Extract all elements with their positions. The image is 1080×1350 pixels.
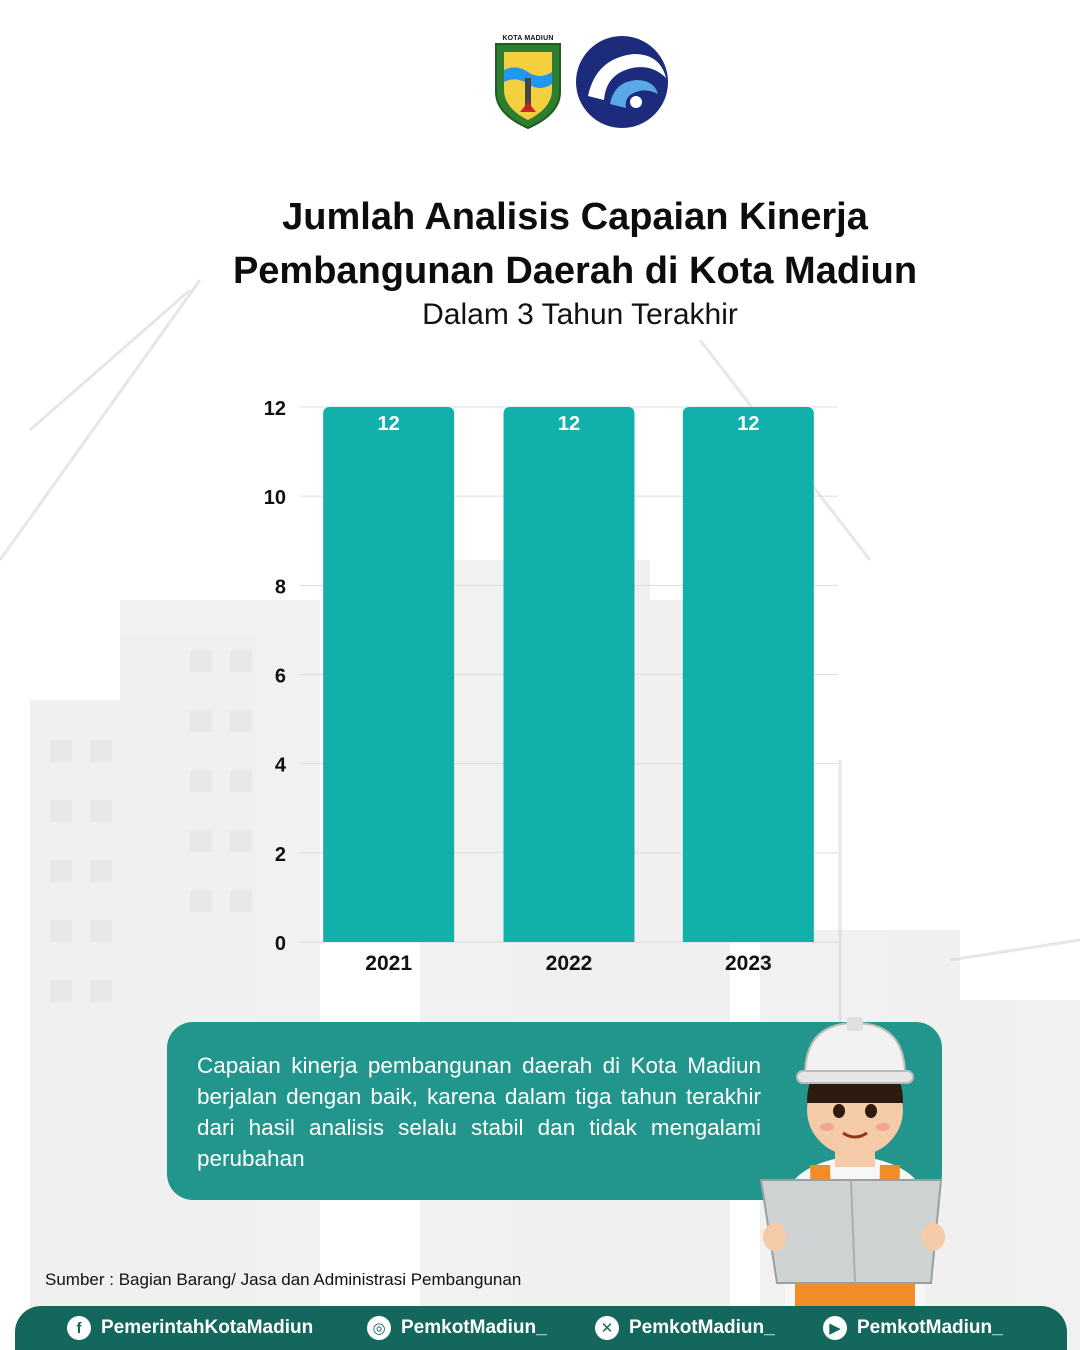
kota-madiun-emblem-text: KOTA MADIUN — [502, 35, 554, 42]
y-tick-label: 12 — [264, 398, 286, 420]
social-facebook[interactable]: f PemerintahKotaMadiun — [67, 1306, 313, 1350]
kota-madiun-emblem-icon — [495, 43, 561, 130]
instagram-icon: ◎ — [367, 1316, 391, 1340]
info-text: Capaian kinerja pembangunan daerah di Ko… — [197, 1053, 761, 1171]
y-tick-label: 10 — [264, 487, 286, 509]
bar-data-label: 12 — [378, 413, 400, 435]
y-tick-label: 0 — [275, 933, 286, 955]
bar — [682, 407, 814, 942]
kominfo-wave-logo-icon — [576, 36, 668, 128]
social-facebook-label[interactable]: PemerintahKotaMadiun — [101, 1317, 314, 1338]
social-x[interactable]: ✕ PemkotMadiun_ — [595, 1306, 775, 1350]
footer-social-bar: f PemerintahKotaMadiun ◎ PemkotMadiun_ ✕… — [15, 1306, 1067, 1350]
title-line-2: Pembangunan Daerah di Kota Madiun — [232, 250, 918, 292]
bar-data-label: 12 — [737, 413, 759, 435]
x-tick-label: 2023 — [725, 952, 772, 975]
bar-data-label: 12 — [558, 413, 580, 435]
youtube-icon: ▶ — [823, 1316, 847, 1340]
header-logos: KOTA MADIUN — [0, 32, 1080, 132]
social-youtube[interactable]: ▶ PemkotMadiun_ — [823, 1306, 1003, 1350]
page-title: Jumlah Analisis Capaian Kinerja Pembangu… — [60, 190, 1080, 298]
social-youtube-label[interactable]: PemkotMadiun_ — [857, 1317, 1003, 1338]
source-note: Sumber : Bagian Barang/ Jasa dan Adminis… — [45, 1270, 522, 1289]
bar — [503, 407, 635, 942]
facebook-icon: f — [67, 1316, 91, 1340]
y-tick-label: 6 — [275, 666, 286, 688]
social-x-label[interactable]: PemkotMadiun_ — [629, 1317, 775, 1338]
social-instagram[interactable]: ◎ PemkotMadiun_ — [367, 1306, 547, 1350]
page-subtitle: Dalam 3 Tahun Terakhir — [422, 298, 738, 331]
x-tick-label: 2022 — [546, 952, 593, 975]
y-tick-label: 2 — [275, 844, 286, 866]
construction-worker-illustration — [759, 1017, 945, 1310]
title-line-1: Jumlah Analisis Capaian Kinerja — [282, 196, 868, 238]
y-tick-label: 8 — [275, 576, 286, 598]
x-twitter-icon: ✕ — [595, 1316, 619, 1340]
bar — [323, 407, 455, 942]
bar-chart: 0 2 4 6 8 10 12 12 2021 12 2022 12 2023 — [264, 398, 838, 975]
y-tick-label: 4 — [275, 755, 287, 777]
social-instagram-label[interactable]: PemkotMadiun_ — [401, 1317, 547, 1338]
x-tick-label: 2021 — [365, 952, 412, 975]
